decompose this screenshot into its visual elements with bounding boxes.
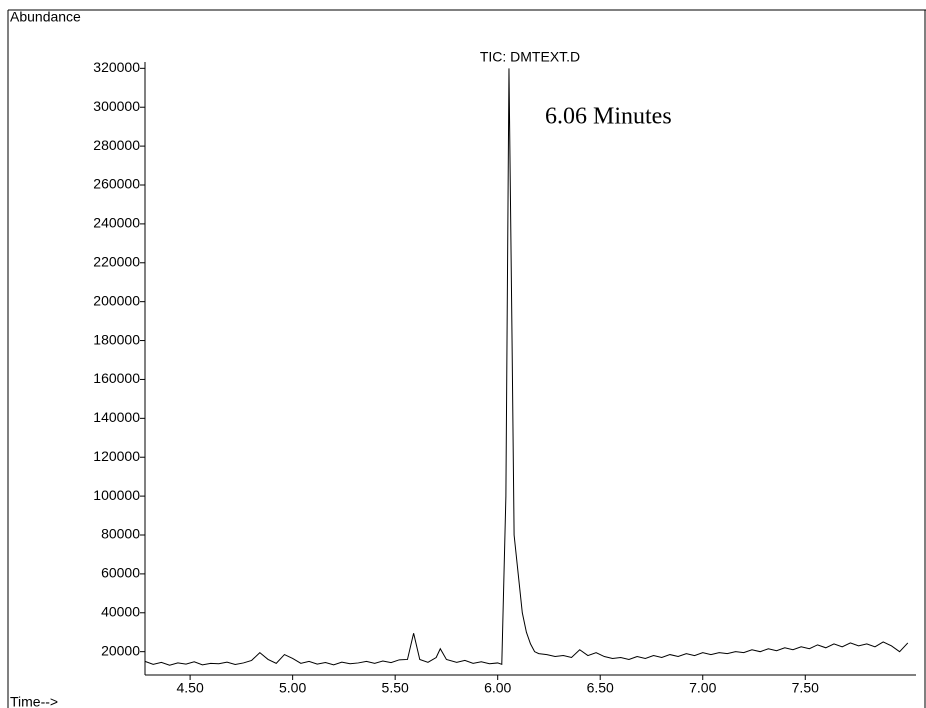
y-axis-label: Abundance <box>10 9 81 25</box>
y-tick-label: 280000 <box>93 137 140 153</box>
y-tick-label: 300000 <box>93 98 140 114</box>
y-tick-label: 260000 <box>93 176 140 192</box>
y-tick-label: 80000 <box>101 526 140 542</box>
y-tick-label: 160000 <box>93 370 140 386</box>
chart-title: TIC: DMTEXT.D <box>480 49 580 65</box>
y-tick-label: 180000 <box>93 331 140 347</box>
y-tick-label: 20000 <box>101 642 140 658</box>
y-tick-label: 320000 <box>93 59 140 75</box>
y-tick-label: 40000 <box>101 603 140 619</box>
y-tick-label: 200000 <box>93 292 140 308</box>
x-tick-label: 7.00 <box>689 680 716 696</box>
x-axis-label: Time--> <box>10 694 58 708</box>
x-tick-label: 5.50 <box>382 680 409 696</box>
y-tick-label: 100000 <box>93 487 140 503</box>
y-tick-label: 220000 <box>93 253 140 269</box>
annotation: 6.06 Minutes <box>545 104 672 130</box>
x-tick-label: 4.50 <box>176 680 203 696</box>
y-tick-label: 60000 <box>101 565 140 581</box>
y-tick-label: 240000 <box>93 215 140 231</box>
x-tick-label: 6.00 <box>484 680 511 696</box>
signal-line <box>144 68 909 666</box>
x-tick-label: 7.50 <box>792 680 819 696</box>
y-tick-label: 140000 <box>93 409 140 425</box>
x-tick-label: 6.50 <box>587 680 614 696</box>
y-tick-label: 120000 <box>93 448 140 464</box>
x-tick-label: 5.00 <box>279 680 306 696</box>
